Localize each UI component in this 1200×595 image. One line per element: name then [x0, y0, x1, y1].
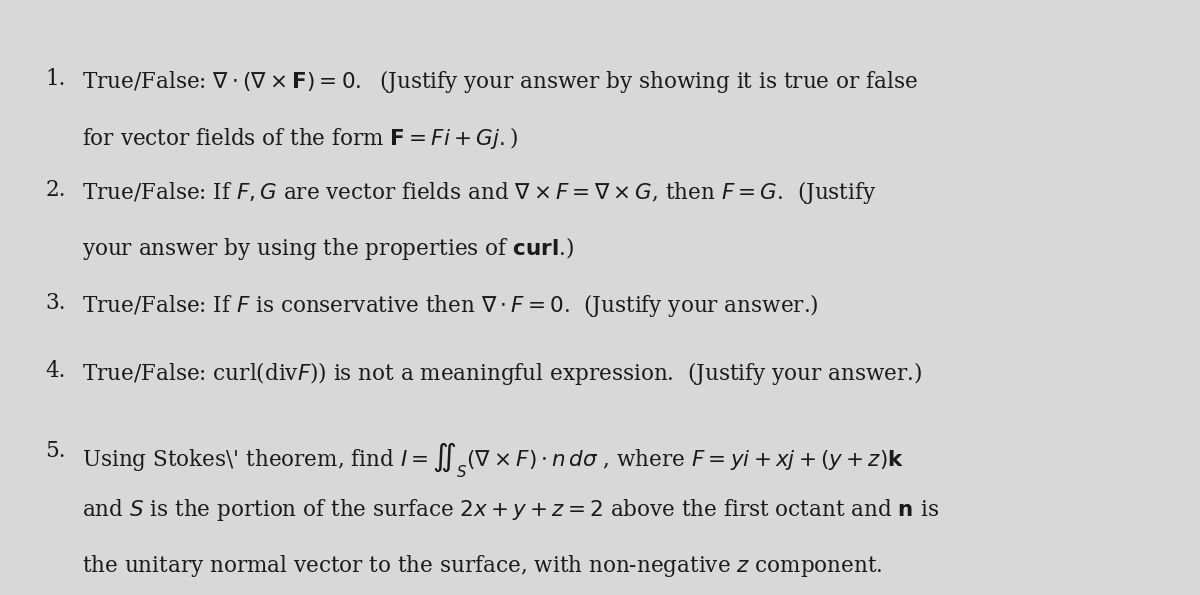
- Text: for vector fields of the form $\mathbf{F} = Fi + Gj.$): for vector fields of the form $\mathbf{F…: [82, 125, 517, 151]
- Text: True/False: If $F, G$ are vector fields and $\nabla \times F = \nabla \times G$,: True/False: If $F, G$ are vector fields …: [82, 178, 876, 205]
- Text: 1.: 1.: [46, 68, 66, 90]
- Text: True/False: $\nabla \cdot (\nabla \times \mathbf{F}) = 0.$  (Justify your answer: True/False: $\nabla \cdot (\nabla \times…: [82, 68, 918, 95]
- Text: Using Stokes\' theorem, find $I = \iint_S (\nabla \times F) \cdot n \, d\sigma$ : Using Stokes\' theorem, find $I = \iint_…: [82, 440, 904, 480]
- Text: and $S$ is the portion of the surface $2x + y + z = 2$ above the first octant an: and $S$ is the portion of the surface $2…: [82, 497, 938, 523]
- Text: the unitary normal vector to the surface, with non-negative $z$ component.: the unitary normal vector to the surface…: [82, 553, 882, 580]
- Text: 3.: 3.: [46, 292, 66, 314]
- Text: 5.: 5.: [46, 440, 66, 462]
- Text: True/False: curl(div$F$)) is not a meaningful expression.  (Justify your answer.: True/False: curl(div$F$)) is not a meani…: [82, 360, 922, 387]
- Text: True/False: If $F$ is conservative then $\nabla \cdot F = 0$.  (Justify your ans: True/False: If $F$ is conservative then …: [82, 292, 818, 318]
- Text: your answer by using the properties of $\mathbf{curl}$.): your answer by using the properties of $…: [82, 235, 574, 262]
- Text: 4.: 4.: [46, 360, 66, 382]
- Text: 2.: 2.: [46, 178, 66, 201]
